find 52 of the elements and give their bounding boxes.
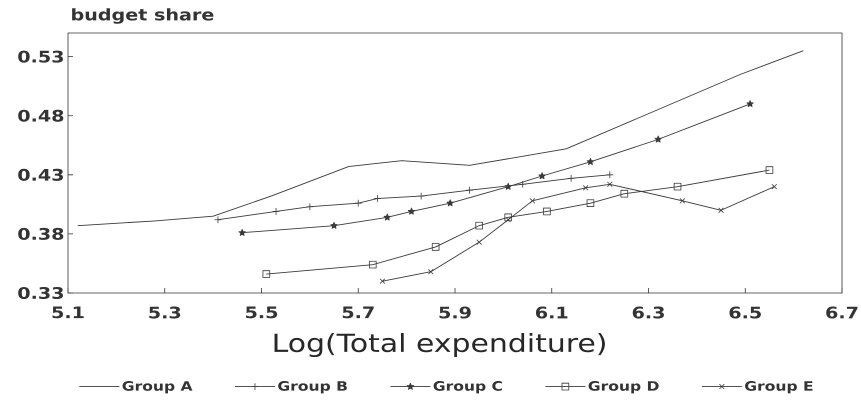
legend-label: Group A xyxy=(122,381,192,394)
point xyxy=(380,278,386,284)
point xyxy=(586,199,594,207)
x-tick-label: 5.1 xyxy=(52,306,84,318)
y-tick-label: 0.53 xyxy=(18,50,63,63)
point xyxy=(384,214,391,221)
point xyxy=(543,208,551,216)
point xyxy=(530,198,536,204)
x-tick-label: 6.3 xyxy=(632,306,664,319)
y-tick-label: 0.48 xyxy=(18,110,64,122)
point xyxy=(680,198,686,204)
x-tick-label: 5.3 xyxy=(149,306,180,319)
point xyxy=(432,243,440,251)
point xyxy=(505,216,512,223)
point xyxy=(607,181,613,188)
y-tick-label: 0.33 xyxy=(18,286,63,300)
point xyxy=(475,222,483,230)
x-tick-label: 5.7 xyxy=(342,306,374,318)
point xyxy=(368,260,377,268)
point xyxy=(746,100,754,108)
point xyxy=(654,136,662,143)
x-tick-label: 6.1 xyxy=(536,306,568,319)
point xyxy=(408,208,416,215)
point xyxy=(446,199,454,206)
x-axis-title: Log(Total expenditure) xyxy=(274,332,605,358)
point xyxy=(476,239,482,245)
point xyxy=(582,185,588,191)
point xyxy=(538,172,546,180)
point xyxy=(586,158,594,165)
point xyxy=(620,190,628,198)
y-tick-label: 0.38 xyxy=(18,228,64,240)
y-tick-label: 0.43 xyxy=(18,168,63,181)
point xyxy=(428,268,434,275)
point xyxy=(766,166,774,174)
legend-label: Group C xyxy=(434,381,502,394)
point xyxy=(771,184,778,190)
x-tick-label: 6.5 xyxy=(730,306,761,319)
point xyxy=(504,182,512,190)
y-axis-title: budget share xyxy=(72,8,214,24)
legend-label: Group D xyxy=(588,381,659,394)
point xyxy=(674,182,682,190)
point xyxy=(262,270,270,278)
point xyxy=(330,222,338,229)
legend-label: Group B xyxy=(278,381,347,394)
legend-label: Group E xyxy=(745,381,812,394)
x-tick-label: 5.5 xyxy=(246,306,278,318)
point xyxy=(238,228,246,236)
line-series xyxy=(77,50,804,226)
x-tick-label: 5.9 xyxy=(440,306,471,319)
point xyxy=(504,214,512,222)
x-tick-label: 6.7 xyxy=(826,306,858,319)
point xyxy=(718,207,724,214)
